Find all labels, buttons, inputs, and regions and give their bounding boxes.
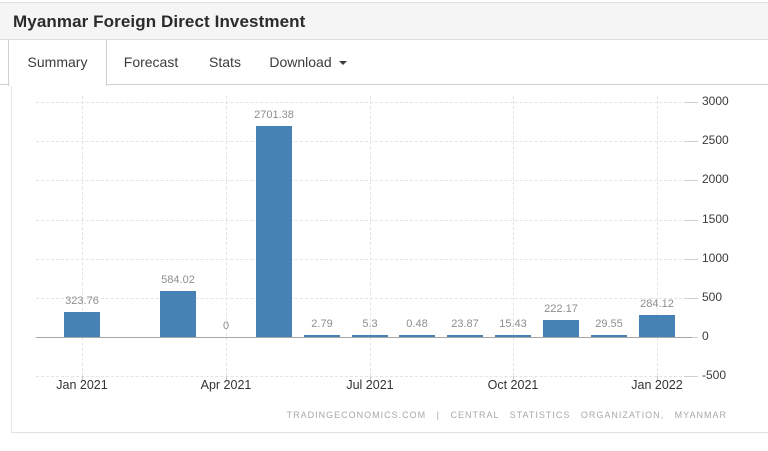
y-axis-label: 1500: [702, 212, 729, 226]
y-axis-tick: [684, 259, 698, 260]
y-axis-tick: [684, 180, 698, 181]
page-title: Myanmar Foreign Direct Investment: [13, 12, 306, 31]
x-axis-tick: [657, 376, 658, 380]
y-axis-label: 1000: [702, 251, 729, 265]
y-axis-tick: [684, 298, 698, 299]
gridline-y: [36, 259, 692, 260]
gridline-y: [36, 376, 692, 377]
y-axis-tick: [684, 102, 698, 103]
tab-bar: Summary Forecast Stats Download: [0, 40, 768, 86]
bar-value-label: 323.76: [65, 295, 99, 307]
gridline-y: [36, 180, 692, 181]
bar-value-label: 2.79: [311, 318, 333, 330]
gridline-y: [36, 298, 692, 299]
gridline-x: [370, 96, 371, 376]
bar-value-label: 5.3: [362, 318, 378, 330]
gridline-y: [36, 141, 692, 142]
bar-value-label: 222.17: [544, 303, 578, 315]
x-axis-label: Oct 2021: [487, 378, 539, 392]
x-axis-label: Jan 2022: [631, 378, 683, 392]
bar[interactable]: [639, 315, 675, 337]
x-axis-label: Jan 2021: [56, 378, 108, 392]
x-axis-tick: [82, 376, 83, 380]
zero-axis-line: [36, 337, 692, 338]
bar[interactable]: [543, 320, 579, 337]
y-axis-tick: [684, 141, 698, 142]
chart-attribution: TRADINGECONOMICS.COM | CENTRAL STATISTIC…: [286, 410, 727, 420]
bar[interactable]: [304, 335, 340, 337]
y-axis-label: 2000: [702, 172, 729, 186]
bar[interactable]: [64, 312, 100, 337]
x-axis-label: Apr 2021: [200, 378, 252, 392]
tab-forecast[interactable]: Forecast: [123, 54, 179, 70]
gridline-x: [226, 96, 227, 376]
bar-value-label: 2701.38: [254, 109, 294, 121]
tab-stats[interactable]: Stats: [209, 54, 241, 70]
y-axis-label: -500: [702, 368, 727, 382]
gridline-y: [36, 220, 692, 221]
bar[interactable]: [591, 335, 627, 337]
bar-value-label: 15.43: [499, 318, 527, 330]
tab-download[interactable]: Download: [258, 40, 358, 85]
tab-summary[interactable]: Summary: [8, 40, 107, 86]
bar[interactable]: [160, 291, 196, 337]
y-axis-label: 2500: [702, 133, 729, 147]
bar-value-label: 29.55: [595, 318, 623, 330]
bar[interactable]: [447, 335, 483, 337]
gridline-y: [36, 102, 692, 103]
bar[interactable]: [495, 335, 531, 337]
y-axis-label: 0: [702, 329, 709, 343]
y-axis-tick: [684, 220, 698, 221]
gridline-x: [657, 96, 658, 376]
bar-value-label: 584.02: [161, 274, 195, 286]
y-axis-tick: [684, 376, 698, 377]
bar-value-label: 0.48: [406, 318, 428, 330]
y-axis-label: 3000: [702, 94, 729, 108]
y-axis-label: 500: [702, 290, 723, 304]
bar-value-label: 23.87: [451, 318, 479, 330]
x-axis-tick: [226, 376, 227, 380]
x-axis-tick: [370, 376, 371, 380]
bar[interactable]: [256, 126, 292, 337]
chevron-down-icon: [338, 61, 347, 65]
bar[interactable]: [399, 335, 435, 337]
tab-download-label: Download: [269, 54, 332, 70]
x-axis-tick: [513, 376, 514, 380]
page-header: Myanmar Foreign Direct Investment: [0, 2, 768, 40]
x-axis-label: Jul 2021: [346, 378, 394, 392]
gridline-x: [513, 96, 514, 376]
bar-value-label: 0: [222, 320, 230, 332]
gridline-x: [82, 96, 83, 376]
bar-value-label: 284.12: [640, 298, 674, 310]
bar[interactable]: [352, 335, 388, 337]
